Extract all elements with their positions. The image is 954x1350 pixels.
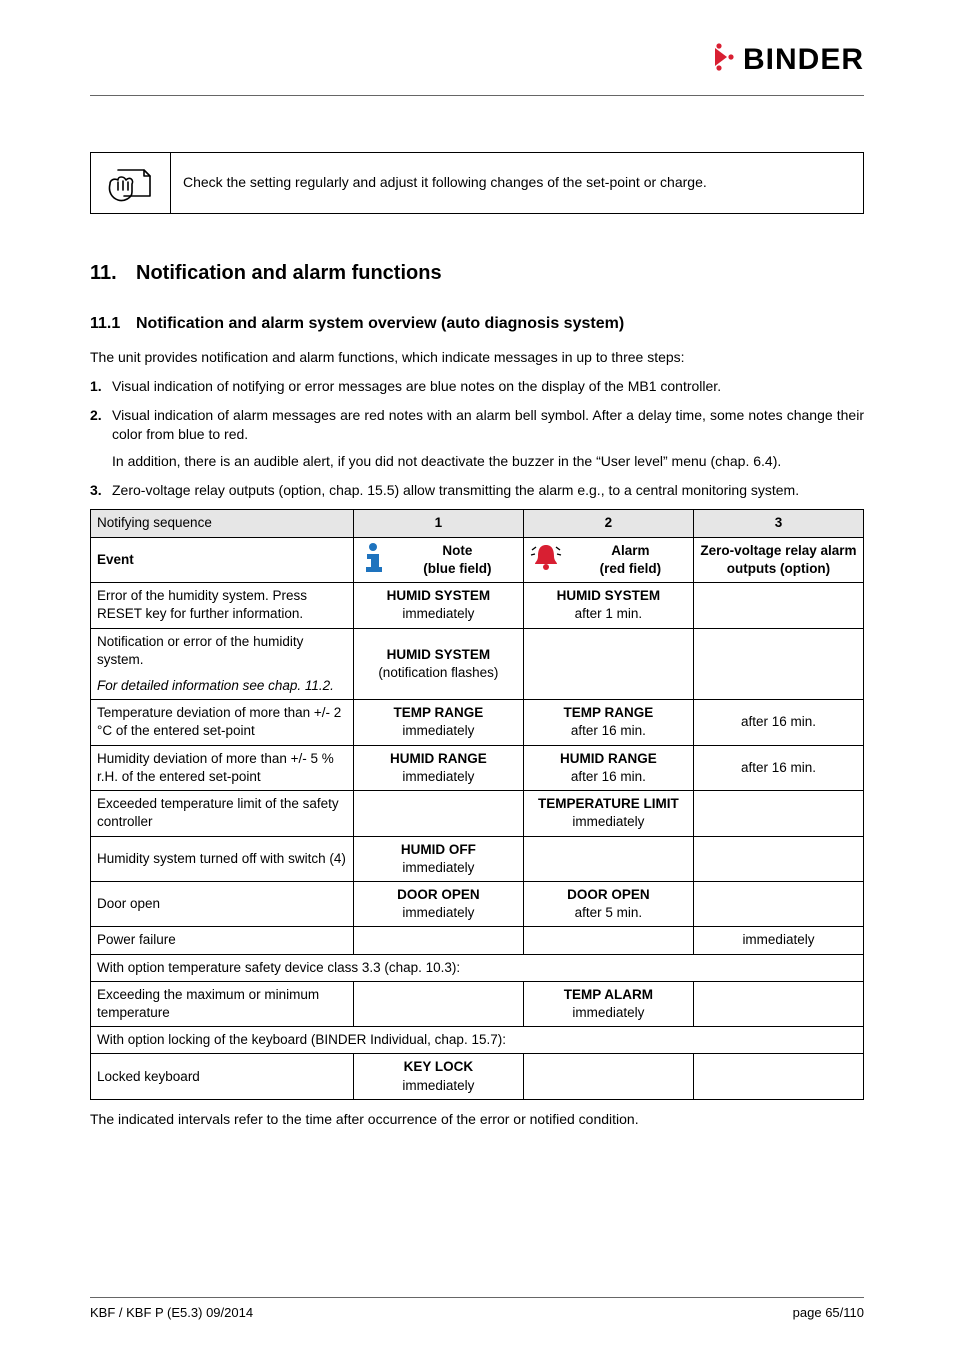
cell-note: HUMID SYSTEM(notification flashes): [353, 628, 523, 700]
callout-box: Check the setting regularly and adjust i…: [90, 152, 864, 214]
table-row: Power failure immediately: [91, 927, 864, 954]
hdr-alarm: Alarm (red field): [523, 537, 693, 582]
cell-note: [353, 927, 523, 954]
cell-event: Locked keyboard: [91, 1054, 354, 1099]
cell-event: Notification or error of the humidity sy…: [91, 628, 354, 700]
cell-relay: [693, 628, 863, 700]
cell-event: Exceeded temperature limit of the safety…: [91, 791, 354, 836]
logo-word: BINDER: [743, 40, 864, 81]
step-2b-text: In addition, there is an audible alert, …: [112, 452, 864, 471]
table-row: Exceeding the maximum or minimum tempera…: [91, 981, 864, 1026]
cell-note: TEMP RANGEimmediately: [353, 700, 523, 745]
cell-alarm: TEMP ALARMimmediately: [523, 981, 693, 1026]
step-3: 3.Zero-voltage relay outputs (option, ch…: [90, 481, 864, 500]
hdr-note: Note (blue field): [353, 537, 523, 582]
bell-icon: [530, 542, 562, 577]
cell-alarm: [523, 836, 693, 881]
cell-note: [353, 791, 523, 836]
table-row: Locked keyboard KEY LOCKimmediately: [91, 1054, 864, 1099]
hand-note-icon: [91, 153, 171, 213]
cell-event: Error of the humidity system. Press RESE…: [91, 583, 354, 628]
header-rule: [90, 95, 864, 96]
cell-note: [353, 981, 523, 1026]
hdr-event: Event: [91, 537, 354, 582]
hdr-note-label: Note (blue field): [398, 542, 517, 578]
footer-right: page 65/110: [793, 1304, 864, 1322]
table-row: Humidity deviation of more than +/- 5 % …: [91, 745, 864, 790]
cell-event-a: Notification or error of the humidity sy…: [97, 633, 347, 669]
cell-event-b: For detailed information see chap. 11.2.: [97, 677, 347, 695]
hdr-relay: Zero-voltage relay alarm outputs (option…: [693, 537, 863, 582]
table-row: Error of the humidity system. Press RESE…: [91, 583, 864, 628]
cell-event: Temperature deviation of more than +/- 2…: [91, 700, 354, 745]
step-1-text: Visual indication of notifying or error …: [112, 378, 721, 394]
info-icon: [360, 542, 386, 577]
hdr-col1: 1: [353, 510, 523, 537]
cell-alarm: [523, 927, 693, 954]
cell-event: Humidity deviation of more than +/- 5 % …: [91, 745, 354, 790]
step-1: 1.Visual indication of notifying or erro…: [90, 377, 864, 396]
cell-relay: [693, 836, 863, 881]
table-row: Door open DOOR OPENimmediately DOOR OPEN…: [91, 881, 864, 926]
footer-left: KBF / KBF P (E5.3) 09/2014: [90, 1304, 253, 1322]
cell-relay: [693, 881, 863, 926]
cell-span: With option temperature safety device cl…: [91, 954, 864, 981]
page-footer: KBF / KBF P (E5.3) 09/2014 page 65/110: [90, 1297, 864, 1322]
subsection-title: Notification and alarm system overview (…: [136, 315, 624, 332]
subsection-heading: 11.1Notification and alarm system overvi…: [90, 313, 864, 335]
table-row-span: With option temperature safety device cl…: [91, 954, 864, 981]
step-3-text: Zero-voltage relay outputs (option, chap…: [112, 482, 799, 498]
cell-span: With option locking of the keyboard (BIN…: [91, 1027, 864, 1054]
cell-event: Power failure: [91, 927, 354, 954]
table-row-span: With option locking of the keyboard (BIN…: [91, 1027, 864, 1054]
hdr-col3: 3: [693, 510, 863, 537]
cell-relay: immediately: [693, 927, 863, 954]
cell-alarm: TEMP RANGEafter 16 min.: [523, 700, 693, 745]
callout-text: Check the setting regularly and adjust i…: [171, 165, 863, 200]
steps-list: 1.Visual indication of notifying or erro…: [90, 377, 864, 499]
cell-event: Humidity system turned off with switch (…: [91, 836, 354, 881]
cell-event: Door open: [91, 881, 354, 926]
cell-alarm: [523, 1054, 693, 1099]
logo-icon: [713, 42, 739, 78]
cell-note: DOOR OPENimmediately: [353, 881, 523, 926]
subsection-number: 11.1: [90, 313, 136, 335]
hdr-notifying-sequence: Notifying sequence: [91, 510, 354, 537]
cell-relay: [693, 791, 863, 836]
cell-relay: [693, 1054, 863, 1099]
hdr-alarm-label: Alarm (red field): [574, 542, 687, 578]
table-row: Temperature deviation of more than +/- 2…: [91, 700, 864, 745]
alarm-table: Notifying sequence 1 2 3 Event N: [90, 509, 864, 1099]
table-row: Humidity system turned off with switch (…: [91, 836, 864, 881]
brand-header: BINDER: [90, 40, 864, 81]
section-heading: 11.Notification and alarm functions: [90, 260, 864, 287]
intro-paragraph: The unit provides notification and alarm…: [90, 348, 864, 367]
cell-alarm: DOOR OPENafter 5 min.: [523, 881, 693, 926]
table-row: Exceeded temperature limit of the safety…: [91, 791, 864, 836]
cell-note: HUMID RANGEimmediately: [353, 745, 523, 790]
hdr-col2: 2: [523, 510, 693, 537]
cell-relay: after 16 min.: [693, 745, 863, 790]
cell-relay: [693, 981, 863, 1026]
cell-note: HUMID OFFimmediately: [353, 836, 523, 881]
section-title: Notification and alarm functions: [136, 262, 442, 284]
post-table-note: The indicated intervals refer to the tim…: [90, 1110, 864, 1129]
step-2: 2.Visual indication of alarm messages ar…: [90, 406, 864, 471]
cell-alarm: HUMID SYSTEMafter 1 min.: [523, 583, 693, 628]
table-row: Notification or error of the humidity sy…: [91, 628, 864, 700]
cell-note: KEY LOCKimmediately: [353, 1054, 523, 1099]
cell-note: HUMID SYSTEMimmediately: [353, 583, 523, 628]
cell-alarm: TEMPERATURE LIMITimmediately: [523, 791, 693, 836]
cell-alarm: [523, 628, 693, 700]
cell-event: Exceeding the maximum or minimum tempera…: [91, 981, 354, 1026]
step-2-text: Visual indication of alarm messages are …: [112, 407, 864, 442]
section-number: 11.: [90, 260, 136, 287]
cell-relay: [693, 583, 863, 628]
cell-relay: after 16 min.: [693, 700, 863, 745]
cell-alarm: HUMID RANGEafter 16 min.: [523, 745, 693, 790]
